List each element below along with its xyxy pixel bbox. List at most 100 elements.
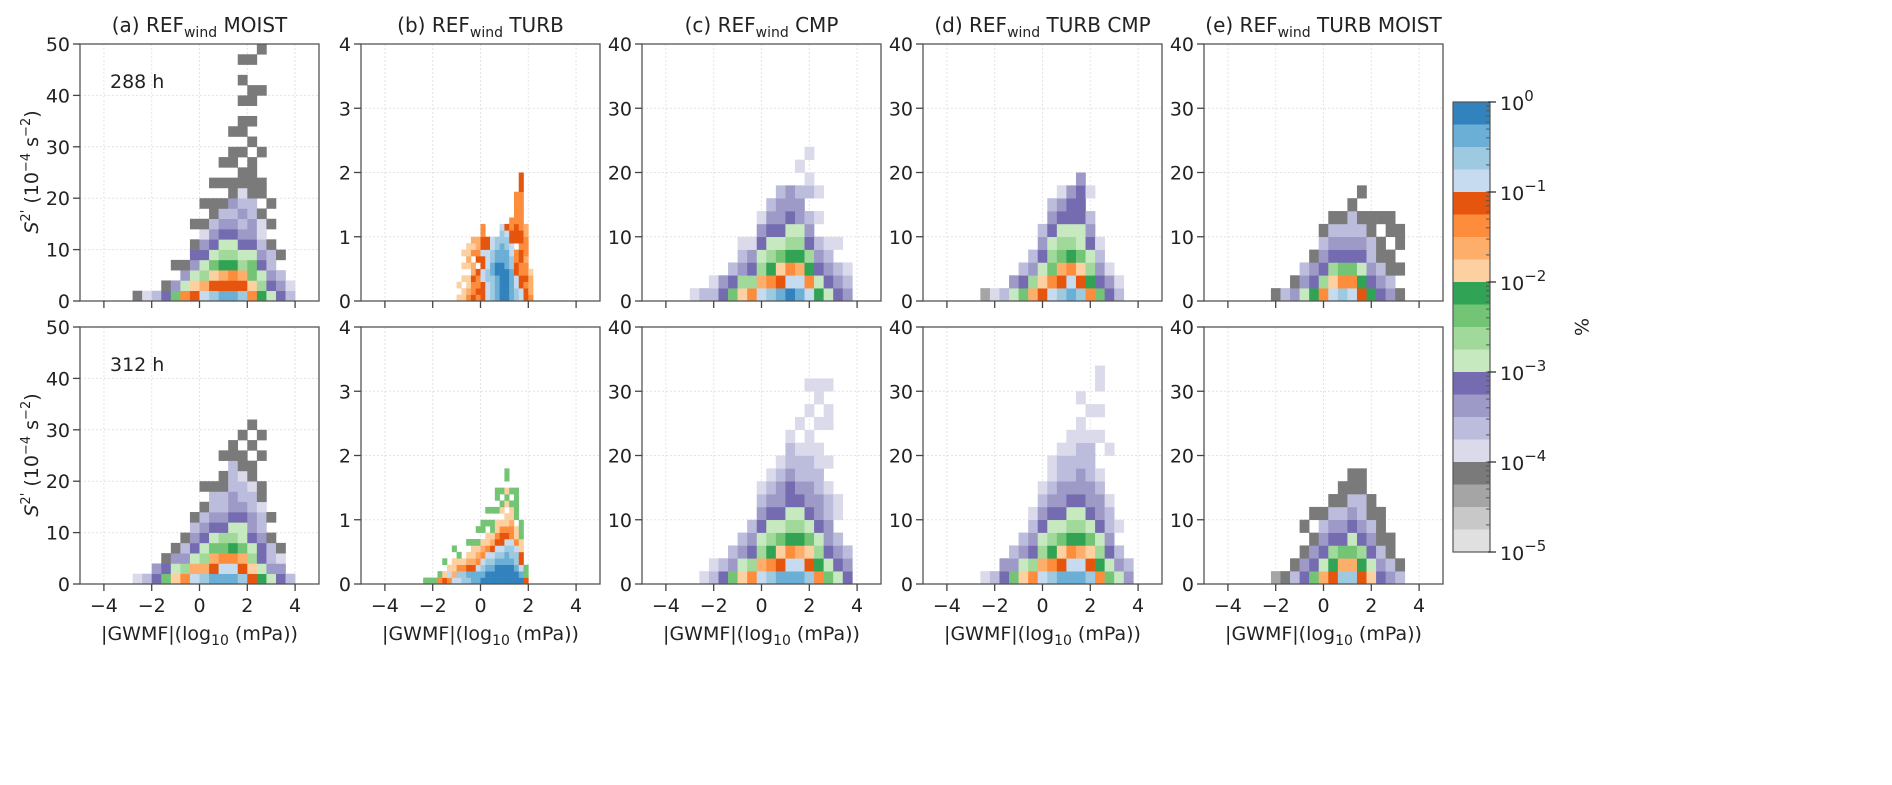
heatmap-cell bbox=[504, 468, 510, 476]
heatmap-cell bbox=[518, 268, 524, 276]
heatmap-cell bbox=[785, 249, 796, 263]
heatmap-cell bbox=[209, 573, 219, 585]
heatmap-cell bbox=[1047, 468, 1058, 482]
heatmap-cell bbox=[1309, 506, 1320, 521]
heatmap-cell bbox=[499, 230, 505, 238]
heatmap-cell bbox=[237, 501, 248, 513]
heatmap-cell bbox=[747, 558, 758, 572]
heatmap-cell bbox=[523, 262, 529, 270]
heatmap-cell bbox=[228, 218, 239, 230]
heatmap-cell bbox=[1385, 223, 1396, 238]
heatmap-cell bbox=[1270, 571, 1281, 585]
heatmap-cell bbox=[256, 429, 267, 441]
heatmap-cell bbox=[504, 236, 510, 244]
heatmap-cell bbox=[1066, 198, 1077, 212]
heatmap-cell bbox=[1328, 545, 1339, 559]
heatmap-cell bbox=[456, 564, 462, 572]
colorbar-tick-label: 100 bbox=[1500, 87, 1534, 115]
heatmap-cell bbox=[785, 506, 796, 521]
heatmap-cell bbox=[814, 558, 824, 572]
heatmap-cell bbox=[518, 230, 524, 238]
heatmap-cell bbox=[189, 218, 200, 230]
heatmap-cell bbox=[218, 290, 229, 302]
colorbar-tick-base: 10 bbox=[1500, 543, 1524, 565]
heatmap-cell bbox=[494, 249, 500, 257]
heatmap-cell bbox=[237, 470, 248, 482]
heatmap-cell bbox=[1376, 288, 1386, 302]
heatmap-cell bbox=[518, 571, 524, 578]
heatmap-cell bbox=[480, 564, 486, 572]
heatmap-cell bbox=[247, 249, 258, 261]
heatmap-cell bbox=[1028, 545, 1039, 559]
heatmap-cell bbox=[1104, 558, 1115, 572]
heatmap-cell bbox=[442, 577, 448, 585]
heatmap-cell bbox=[766, 571, 777, 585]
heatmap-cell bbox=[466, 288, 472, 295]
heatmap-cell bbox=[275, 290, 286, 302]
x-axis-label-text: (mPa)) bbox=[229, 623, 298, 645]
heatmap-cell bbox=[504, 571, 510, 578]
panel-title-text: CMP bbox=[789, 13, 839, 37]
heatmap-cell bbox=[766, 545, 777, 559]
colorbar-tick-exponent: −3 bbox=[1524, 357, 1546, 375]
heatmap-cell bbox=[804, 378, 815, 392]
heatmap-cell bbox=[1356, 545, 1367, 559]
heatmap-cell bbox=[804, 236, 815, 250]
heatmap-cell bbox=[1056, 442, 1067, 456]
heatmap-cell bbox=[470, 243, 477, 250]
heatmap-cell bbox=[804, 172, 815, 186]
heatmap-cell bbox=[475, 577, 481, 585]
heatmap-cell bbox=[1337, 545, 1348, 559]
heatmap-cell bbox=[504, 500, 510, 508]
heatmap-cell bbox=[1056, 236, 1067, 250]
heatmap-cell bbox=[161, 563, 172, 575]
heatmap-cell bbox=[794, 211, 805, 225]
heatmap-cell bbox=[485, 294, 491, 302]
heatmap-cell bbox=[275, 280, 286, 292]
heatmap-cell bbox=[823, 481, 834, 495]
heatmap-cell bbox=[1366, 494, 1377, 508]
panel-title-subscript: wind bbox=[1007, 25, 1040, 41]
heatmap-cell bbox=[1318, 288, 1329, 302]
heatmap-cell bbox=[823, 288, 834, 302]
heatmap-cell bbox=[1318, 532, 1329, 546]
heatmap-cell bbox=[490, 532, 496, 540]
heatmap-cell bbox=[518, 275, 524, 283]
heatmap-cell bbox=[1356, 558, 1367, 572]
colorbar-band bbox=[1453, 529, 1490, 553]
heatmap-cell bbox=[1037, 571, 1048, 585]
heatmap-cell bbox=[485, 243, 491, 250]
heatmap-cell bbox=[247, 208, 258, 220]
heatmap-cell bbox=[247, 419, 258, 431]
heatmap-cell bbox=[1085, 249, 1096, 263]
heatmap-cell bbox=[509, 558, 515, 566]
x-tick-label: 4 bbox=[1132, 595, 1144, 617]
heatmap-cell bbox=[256, 553, 267, 564]
colorbar-tick-base: 10 bbox=[1500, 453, 1524, 475]
heatmap-cell bbox=[266, 290, 277, 302]
heatmap-cell bbox=[480, 268, 486, 276]
heatmap-cell bbox=[523, 256, 529, 263]
heatmap-cell bbox=[480, 281, 486, 289]
heatmap-cell bbox=[256, 522, 267, 533]
heatmap-cell bbox=[814, 532, 824, 546]
heatmap-cell bbox=[785, 558, 796, 572]
heatmap-cell bbox=[189, 259, 200, 271]
heatmap-cell bbox=[1075, 571, 1086, 585]
heatmap-cell bbox=[804, 275, 815, 289]
heatmap-cell bbox=[775, 249, 786, 263]
x-axis-label: |GWMF|(log10 (mPa)) bbox=[1225, 623, 1422, 649]
heatmap-cell bbox=[513, 513, 520, 521]
heatmap-cell bbox=[814, 494, 824, 508]
heatmap-cell bbox=[513, 539, 520, 546]
heatmap-cell bbox=[209, 532, 219, 544]
heatmap-cell bbox=[523, 275, 529, 283]
heatmap-cell bbox=[728, 545, 738, 559]
heatmap-cell bbox=[785, 429, 796, 443]
colorbar-tick-base: 10 bbox=[1500, 183, 1524, 205]
heatmap-cell bbox=[708, 571, 719, 585]
heatmap-cell bbox=[1376, 249, 1386, 263]
heatmap-cell bbox=[509, 268, 515, 276]
heatmap-cell bbox=[728, 571, 738, 585]
heatmap-cell bbox=[499, 268, 505, 276]
